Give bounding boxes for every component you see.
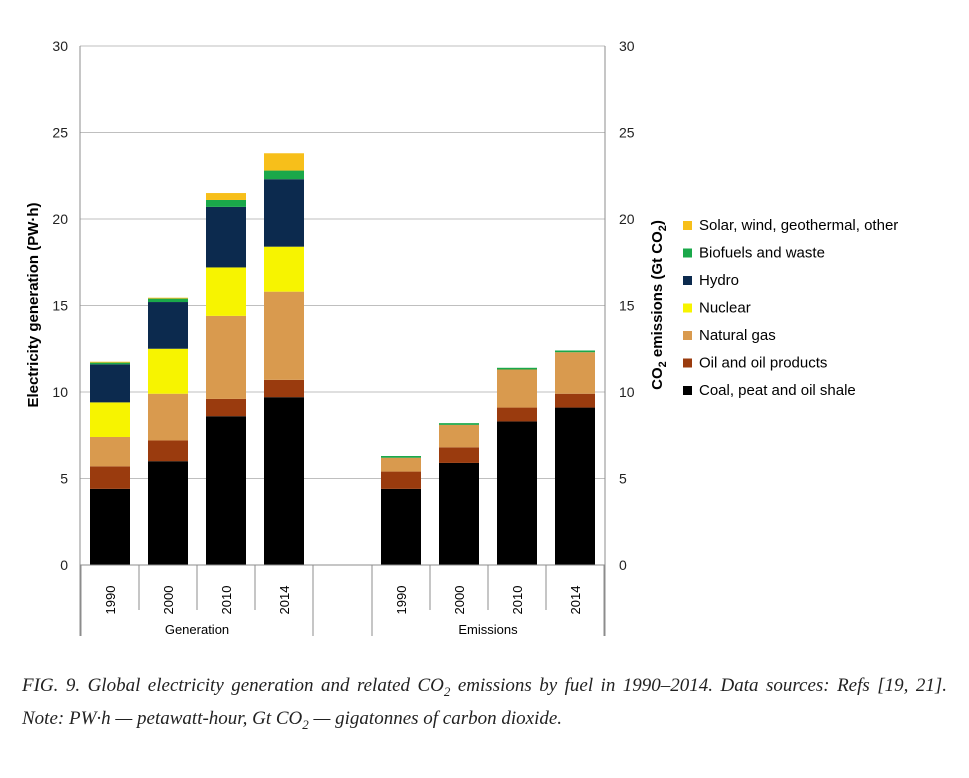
legend: Solar, wind, geothermal, other Biofuels a… [683, 217, 898, 399]
group-label: Generation [165, 622, 229, 637]
stacked-bar-chart: 0 5 10 15 20 25 30 0 5 10 15 20 25 30 1990 2000 2010 20… [25, 38, 898, 637]
bar-segment [497, 369, 537, 408]
right-tick-label: 0 [619, 557, 627, 573]
bar-segment [381, 471, 421, 489]
bar-segment [264, 397, 304, 565]
bar-segment [206, 398, 246, 417]
bar-segment [497, 407, 537, 422]
bar-segment [497, 421, 537, 565]
figure-caption: FIG. 9. Global electricity generation an… [22, 675, 947, 732]
bar-segment [90, 488, 130, 565]
legend-swatch [683, 303, 692, 313]
legend-swatch [683, 221, 692, 230]
left-tick-label: 15 [52, 298, 68, 314]
legend-swatch [683, 386, 692, 395]
category-label: 2010 [510, 586, 525, 615]
bar-segment [497, 367, 537, 370]
bar-segment [148, 348, 188, 394]
bar-segment [206, 315, 246, 399]
legend-entry: Nuclear [699, 300, 751, 317]
bar-segment [90, 466, 130, 489]
bar-segment [148, 393, 188, 441]
bar-segment [206, 193, 246, 200]
bar-segment [555, 407, 595, 565]
legend-entry: Biofuels and waste [699, 245, 825, 262]
category-label: 2000 [161, 586, 176, 615]
axes [79, 46, 606, 636]
bar-segment [264, 170, 304, 180]
category-label: 2014 [277, 586, 292, 615]
bar-segment [148, 297, 188, 299]
legend-swatch [683, 331, 692, 340]
left-axis-ticks: 0 5 10 15 20 25 30 [52, 38, 68, 573]
bar-segment [206, 206, 246, 268]
category-label: 2014 [568, 586, 583, 615]
left-tick-label: 10 [52, 384, 68, 400]
bar-segment [90, 402, 130, 437]
bar-segment [90, 436, 130, 467]
left-tick-label: 25 [52, 125, 68, 141]
bar-segment [206, 267, 246, 316]
right-tick-label: 15 [619, 298, 635, 314]
bar-segment [555, 352, 595, 394]
bar-segment [439, 447, 479, 463]
bar-segment [555, 350, 595, 353]
bar-segment [148, 461, 188, 565]
right-tick-label: 5 [619, 471, 627, 487]
legend-swatch [683, 358, 692, 368]
bar-segment [148, 440, 188, 462]
right-tick-label: 20 [619, 211, 635, 227]
bar-segment [439, 423, 479, 425]
category-label: 2000 [452, 586, 467, 615]
y-axis-title-left: Electricity generation (PW·h) [25, 202, 42, 407]
right-tick-label: 10 [619, 384, 635, 400]
legend-entry: Solar, wind, geothermal, other [699, 217, 898, 234]
left-tick-label: 20 [52, 211, 68, 227]
bar-segment [206, 199, 246, 207]
bar-segment [148, 298, 188, 303]
category-labels: 1990 2000 2010 2014 Generation 1990 2000 2010 20… [103, 586, 583, 637]
bar-segment [90, 364, 130, 403]
category-label: 1990 [394, 586, 409, 615]
right-axis-ticks: 0 5 10 15 20 25 30 [619, 38, 635, 573]
bar-segment [439, 462, 479, 565]
bar-segment [555, 393, 595, 408]
right-tick-label: 25 [619, 125, 635, 141]
legend-swatch [683, 248, 692, 258]
y-axis-title-right: CO2 emissions (Gt CO2) [649, 220, 669, 390]
bar-segment [264, 291, 304, 380]
left-tick-label: 5 [60, 471, 68, 487]
legend-entry: Oil and oil products [699, 355, 827, 372]
category-label: 1990 [103, 586, 118, 615]
legend-entry: Natural gas [699, 327, 776, 344]
bar-segment [90, 362, 130, 365]
bar-segment [264, 246, 304, 292]
right-tick-label: 30 [619, 38, 635, 54]
bar-segment [381, 488, 421, 565]
bar-segment [439, 424, 479, 448]
bar-segment [381, 457, 421, 472]
bar-group-generation [90, 153, 304, 565]
bar-segment [381, 456, 421, 458]
bar-segment [264, 379, 304, 398]
bar-segment [90, 361, 130, 363]
bar-segment [206, 416, 246, 565]
bar-segment [264, 179, 304, 247]
left-tick-label: 30 [52, 38, 68, 54]
legend-swatch [683, 276, 692, 285]
bars [90, 153, 595, 565]
legend-entry: Hydro [699, 272, 739, 289]
bar-segment [148, 302, 188, 349]
bar-group-emissions [381, 350, 595, 565]
bar-segment [264, 153, 304, 171]
left-tick-label: 0 [60, 557, 68, 573]
group-label: Emissions [458, 622, 518, 637]
legend-entry: Coal, peat and oil shale [699, 382, 856, 399]
category-label: 2010 [219, 586, 234, 615]
